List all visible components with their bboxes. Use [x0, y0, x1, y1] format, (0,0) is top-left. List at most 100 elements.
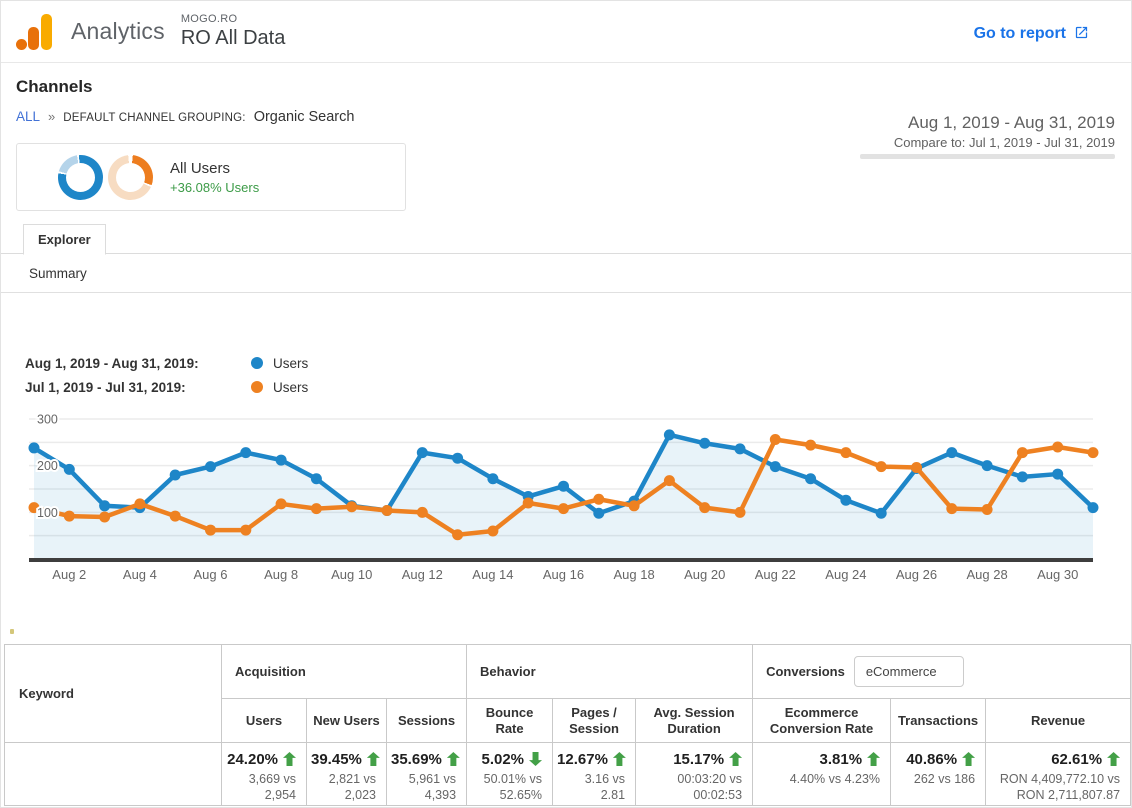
- total-detail-value: 3.16 vs 2.81: [584, 772, 626, 802]
- chart-legend: Aug 1, 2019 - Aug 31, 2019: Users Jul 1,…: [1, 351, 1131, 399]
- chart-svg-wrap: 100 200 300 Aug 2 Aug 4 Aug 6 Aug 8 Aug 10 Aug 1…: [1, 409, 1131, 586]
- table-body: 24.20% 3,669 vs 2,954 39.45% 2,821 vs 2,023…: [4, 742, 1132, 806]
- conversions-label: Conversions: [766, 664, 845, 679]
- total-new-users: 39.45% 2,821 vs 2,023: [306, 742, 387, 806]
- total-detail-value: 3,669 vs 2,954: [248, 772, 296, 802]
- total-revenue: 62.61% RON 4,409,772.10 vs RON 2,711,807.…: [985, 742, 1132, 806]
- keyword-column-header[interactable]: Keyword: [4, 644, 222, 743]
- go-to-report-link[interactable]: Go to report: [974, 25, 1089, 43]
- total-pct-value: 3.81%: [819, 751, 863, 768]
- property-name: RO All Data: [180, 27, 286, 49]
- arrow-up-icon: [366, 752, 380, 766]
- segment-card-all-users[interactable]: All Users +36.08% Users: [16, 143, 406, 211]
- total-transactions: 40.86% 262 vs 186: [890, 742, 987, 806]
- legend-dot-blue-icon: [251, 357, 263, 369]
- product-name: Analytics: [71, 18, 165, 44]
- logo-bar-mid: [28, 27, 39, 50]
- total-users: 24.20% 3,669 vs 2,954: [221, 742, 307, 806]
- segment-donut-blue-icon: [58, 154, 103, 200]
- date-range-compare: Compare to: Jul 1, 2019 - Jul 31, 2019: [893, 135, 1115, 150]
- keywords-table: Keyword Acquisition Behavior Conversions eCo…: [4, 644, 1132, 806]
- breadcrumb-all-link[interactable]: ALL: [16, 109, 41, 124]
- table-head: Keyword Acquisition Behavior Conversions eCo…: [4, 644, 1132, 743]
- total-detail-value: 00:03:20 vs 00:02:53: [677, 772, 743, 802]
- total-avg-session-duration: 15.17% 00:03:20 vs 00:02:53: [635, 742, 754, 806]
- summary-row: Summary: [1, 254, 1131, 293]
- svg-text:Aug 20: Aug 20: [684, 567, 725, 582]
- users-line-chart: 100 200 300 Aug 2 Aug 4 Aug 6 Aug 8 Aug 10 Aug 1…: [28, 411, 1099, 582]
- total-pct-value: 24.20%: [227, 751, 278, 768]
- total-detail-value: 4.40% vs 4.23%: [789, 772, 881, 786]
- column-header-revenue[interactable]: Revenue: [985, 698, 1132, 743]
- group-header-conversions: Conversions eCommerce: [752, 644, 1132, 699]
- legend-label-current: Aug 1, 2019 - Aug 31, 2019:: [25, 355, 199, 371]
- legend-row-current: Aug 1, 2019 - Aug 31, 2019: Users: [25, 351, 1131, 375]
- legend-series-current: Users: [273, 355, 309, 371]
- ecommerce-goal-select[interactable]: eCommerce: [853, 656, 964, 687]
- arrow-down-icon: [529, 752, 542, 766]
- svg-text:Aug 22: Aug 22: [755, 567, 796, 582]
- svg-text:100: 100: [37, 506, 58, 520]
- total-pct-value: 15.17%: [673, 751, 725, 768]
- arrow-up-icon: [283, 752, 296, 766]
- legend-row-compare: Jul 1, 2019 - Jul 31, 2019: Users: [25, 375, 1131, 399]
- app-header: Analytics MOGO.RO RO All Data Go to repo…: [1, 1, 1131, 63]
- legend-dot-orange-icon: [251, 381, 263, 393]
- arrow-up-icon: [612, 752, 626, 766]
- date-range-primary: Aug 1, 2019 - Aug 31, 2019: [907, 113, 1115, 132]
- totals-keyword-cell: [4, 742, 222, 806]
- svg-text:Aug 16: Aug 16: [543, 567, 584, 582]
- total-detail-value: RON 4,409,772.10 vs RON 2,711,807.87: [999, 772, 1121, 802]
- column-header-pages-session[interactable]: Pages / Session: [552, 698, 637, 743]
- total-ecommerce-conversion-rate: 3.81% 4.40% vs 4.23%: [752, 742, 892, 806]
- total-pct-value: 62.61%: [1051, 751, 1103, 768]
- column-header-new-users[interactable]: New Users: [306, 698, 387, 743]
- page-title: Channels: [16, 77, 93, 96]
- svg-text:Aug 6: Aug 6: [194, 567, 228, 582]
- segment-text: All Users +36.08% Users: [170, 160, 259, 195]
- svg-text:Aug 12: Aug 12: [402, 567, 443, 582]
- tab-row: Explorer: [1, 223, 1131, 255]
- breadcrumb-separator: »: [48, 109, 56, 124]
- svg-text:Aug 30: Aug 30: [1037, 567, 1078, 582]
- svg-text:300: 300: [37, 413, 58, 427]
- legend-label-compare: Jul 1, 2019 - Jul 31, 2019:: [25, 379, 186, 395]
- arrow-up-icon: [1107, 752, 1121, 766]
- stray-artifact-dot: [10, 629, 14, 634]
- segment-donut-orange-icon: [108, 154, 153, 200]
- svg-text:Aug 2: Aug 2: [52, 567, 86, 582]
- go-to-report-label[interactable]: Go to report: [973, 25, 1066, 42]
- breadcrumb-grouping-value: Organic Search: [253, 109, 355, 125]
- svg-text:Aug 28: Aug 28: [966, 567, 1007, 582]
- column-header-bounce-rate[interactable]: Bounce Rate: [466, 698, 554, 743]
- svg-text:Aug 26: Aug 26: [896, 567, 937, 582]
- total-pages-session: 12.67% 3.16 vs 2.81: [552, 742, 637, 806]
- total-pct-value: 39.45%: [311, 751, 362, 768]
- group-header-behavior: Behavior: [466, 644, 754, 699]
- column-header-ecommerce-conversion-rate[interactable]: Ecommerce Conversion Rate: [752, 698, 892, 743]
- svg-text:Aug 24: Aug 24: [825, 567, 866, 582]
- arrow-up-icon: [867, 752, 881, 766]
- date-range-selector[interactable]: Aug 1, 2019 - Aug 31, 2019 Compare to: J…: [860, 113, 1115, 159]
- total-detail-value: 5,961 vs 4,393: [408, 772, 457, 802]
- column-header-sessions[interactable]: Sessions: [385, 698, 468, 743]
- property-block: MOGO.RO RO All Data: [181, 13, 285, 50]
- svg-text:Aug 18: Aug 18: [613, 567, 654, 582]
- column-header-avg-session-duration[interactable]: Avg. Session Duration: [635, 698, 754, 743]
- external-link-icon[interactable]: [1074, 25, 1089, 40]
- logo-dot: [16, 39, 27, 50]
- column-header-users[interactable]: Users: [221, 698, 307, 743]
- summary-link[interactable]: Summary: [29, 266, 87, 281]
- conversions-header-cell: Conversions eCommerce: [766, 656, 1130, 687]
- legend-series-compare: Users: [273, 379, 309, 395]
- total-pct-value: 35.69%: [391, 751, 442, 768]
- total-pct-value: 5.02%: [481, 751, 525, 768]
- svg-text:Aug 10: Aug 10: [331, 567, 372, 582]
- channels-bar: Channels: [1, 63, 1131, 109]
- total-detail-value: 2,821 vs 2,023: [328, 772, 376, 802]
- arrow-up-icon: [729, 752, 743, 766]
- account-name: MOGO.RO: [180, 13, 238, 25]
- column-header-transactions[interactable]: Transactions: [890, 698, 987, 743]
- total-pct-value: 40.86%: [906, 751, 958, 768]
- tab-explorer[interactable]: Explorer: [23, 224, 106, 255]
